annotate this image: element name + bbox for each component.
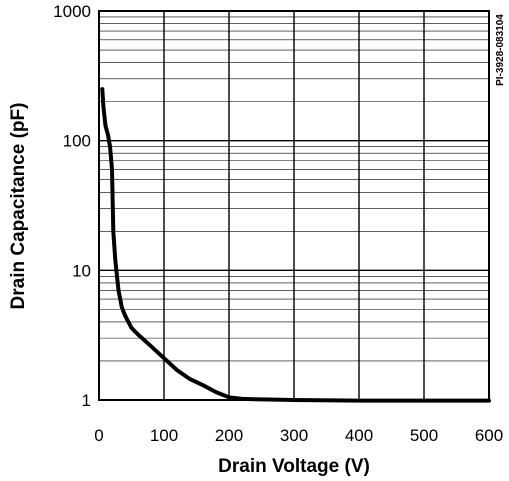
- x-tick-label: 400: [345, 426, 373, 445]
- y-tick-label: 100: [63, 132, 91, 151]
- major-gridlines: [98, 10, 490, 401]
- x-tick-labels: 0 100 200 300 400 500 600: [94, 426, 503, 445]
- y-tick-label: 1000: [53, 2, 91, 21]
- y-tick-labels: 1 10 100 1000: [53, 2, 91, 410]
- x-tick-label: 0: [94, 426, 103, 445]
- y-tick-label: 10: [72, 261, 91, 280]
- y-tick-label: 1: [82, 391, 91, 410]
- x-tick-label: 300: [280, 426, 308, 445]
- plot-frame: [98, 10, 490, 401]
- x-tick-label: 200: [215, 426, 243, 445]
- capacitance-curve: [100, 87, 491, 403]
- y-axis-title: Drain Capacitance (pF): [8, 103, 29, 310]
- x-tick-label: 100: [150, 426, 178, 445]
- x-axis-title: Drain Voltage (V): [218, 456, 370, 477]
- x-tick-label: 500: [410, 426, 438, 445]
- figure-id-label: PI-3928-083104: [495, 14, 506, 86]
- x-tick-label: 600: [475, 426, 503, 445]
